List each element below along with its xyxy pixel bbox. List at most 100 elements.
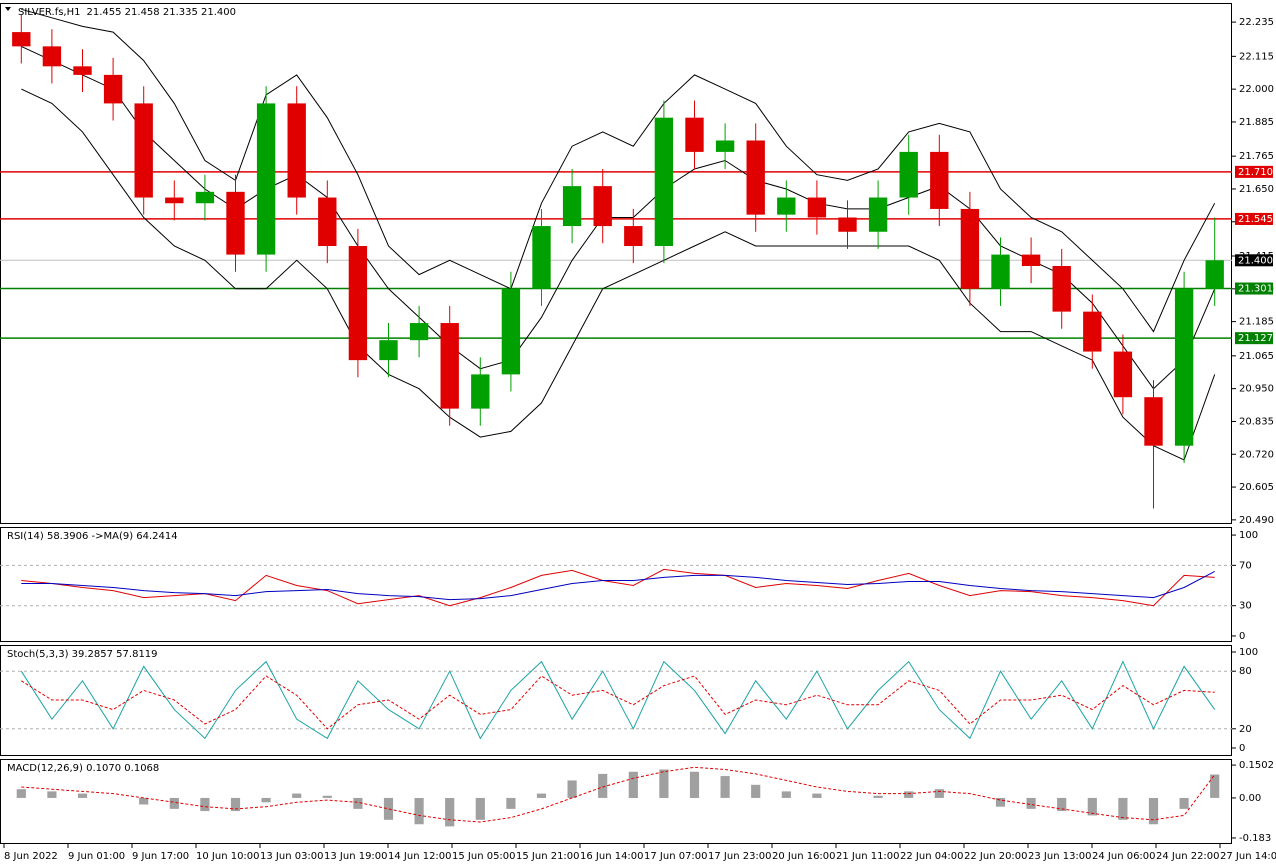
price-tag — [1235, 165, 1273, 178]
panel-frame — [0, 759, 1232, 844]
y-tick-label: 100 — [1239, 530, 1258, 541]
panel-title: SILVER.fs,H1 21.455 21.458 21.335 21.400 — [18, 7, 236, 18]
panel-title-text: MACD(12,26,9) 0.1070 0.1068 — [7, 763, 159, 774]
panel-title: MACD(12,26,9) 0.1070 0.1068 — [7, 763, 159, 774]
price-tag — [1235, 332, 1273, 345]
candle-body — [348, 246, 368, 361]
candle-body — [287, 103, 306, 198]
panel-title-text: SILVER.fs,H1 — [18, 7, 81, 18]
x-tick-label: 27 Jun 14:00 — [1220, 851, 1276, 862]
y-tick-label: 20.605 — [1239, 482, 1274, 493]
y-tick-label: 0 — [1239, 743, 1245, 754]
panel-frame — [0, 527, 1232, 642]
x-tick-label: 20 Jun 16:00 — [772, 851, 836, 862]
candle-body — [1144, 397, 1163, 446]
price-tag-label: 21.301 — [1238, 284, 1273, 295]
x-tick-label: 15 Jun 05:00 — [452, 851, 516, 862]
y-tick-label: 20.950 — [1239, 384, 1274, 395]
candle-body — [1021, 254, 1041, 266]
panel-title-text: Stoch(5,3,3) 39.2857 57.8119 — [7, 649, 158, 660]
y-tick-label: 70 — [1239, 560, 1252, 571]
y-tick-label: 0.00 — [1239, 793, 1261, 804]
candle-body — [318, 197, 337, 247]
candle-body — [593, 186, 612, 227]
candle-body — [409, 323, 429, 341]
candle-body — [440, 323, 459, 409]
price-tag-label: 21.400 — [1238, 255, 1273, 266]
y-tick-label: 22.115 — [1239, 51, 1274, 62]
y-tick-label: 20.720 — [1239, 449, 1274, 460]
indicator-line — [21, 570, 1215, 601]
y-tick-label: 22.235 — [1239, 17, 1274, 28]
x-tick-label: 9 Jun 01:00 — [68, 851, 125, 862]
y-tick-label: 20.490 — [1239, 515, 1274, 526]
x-tick-label: 14 Jun 12:00 — [388, 851, 452, 862]
x-tick-label: 13 Jun 19:00 — [324, 851, 388, 862]
indicator-line — [21, 8, 1216, 333]
candle-body — [12, 32, 31, 47]
x-tick-label: 8 Jun 2022 — [4, 851, 58, 862]
candle-body — [379, 340, 398, 361]
y-tick-label: 30 — [1239, 601, 1252, 612]
x-tick-label: 17 Jun 23:00 — [708, 851, 772, 862]
candle-body — [195, 191, 215, 204]
x-tick-label: 13 Jun 03:00 — [260, 851, 324, 862]
x-tick-label: 24 Jun 22:00 — [1156, 851, 1220, 862]
candle-body — [1113, 351, 1133, 398]
candle-body — [1052, 265, 1071, 312]
y-tick-label: 20 — [1239, 724, 1252, 735]
candle-body — [501, 288, 521, 375]
x-tick-label: 23 Jun 13:00 — [1028, 851, 1092, 862]
x-tick-label: 15 Jun 21:00 — [516, 851, 580, 862]
candle-body — [746, 140, 765, 215]
candle-body — [715, 140, 735, 152]
y-tick-label: 21.650 — [1239, 184, 1274, 195]
price-tag — [1235, 254, 1273, 267]
candle-body — [899, 151, 918, 198]
indicator-line — [21, 45, 1216, 390]
candle-body — [930, 151, 949, 209]
indicator-line — [20, 660, 1216, 740]
candle-body — [868, 197, 888, 232]
y-tick-label: 80 — [1239, 666, 1252, 677]
y-tick-label: 0.1502 — [1239, 760, 1274, 771]
indicator-line — [21, 88, 1216, 461]
candle-body — [256, 103, 276, 255]
x-tick-label: 17 Jun 07:00 — [644, 851, 708, 862]
price-tag-label: 21.127 — [1238, 333, 1273, 344]
panel-frame — [0, 645, 1232, 756]
indicator-line — [21, 568, 1215, 607]
candle-body — [42, 46, 62, 67]
indicator-line — [21, 675, 1215, 730]
price-tag — [1235, 212, 1273, 225]
x-tick-label: 24 Jun 06:00 — [1092, 851, 1156, 862]
y-tick-label: -0.183 — [1239, 833, 1271, 844]
panel-subtitle: 21.455 21.458 21.335 21.400 — [87, 7, 237, 18]
menu-arrow — [5, 7, 11, 11]
candle-body — [1174, 288, 1194, 446]
candle-body — [471, 374, 490, 409]
candle-body — [134, 103, 153, 198]
candle-body — [777, 197, 796, 215]
candle-body — [73, 66, 92, 75]
candle-body — [103, 74, 123, 104]
price-tag-label: 21.545 — [1238, 214, 1273, 225]
price-tag-label: 21.710 — [1238, 167, 1273, 178]
price-tag — [1235, 282, 1273, 295]
candle-body — [532, 226, 551, 289]
y-tick-label: 22.000 — [1239, 84, 1274, 95]
candle-body — [654, 117, 674, 247]
y-tick-label: 21.885 — [1239, 117, 1274, 128]
panel-title: Stoch(5,3,3) 39.2857 57.8119 — [7, 649, 158, 660]
x-tick-label: 22 Jun 20:00 — [964, 851, 1028, 862]
x-tick-label: 10 Jun 10:00 — [196, 851, 260, 862]
candle-body — [991, 254, 1010, 289]
x-tick-label: 16 Jun 14:00 — [580, 851, 644, 862]
candle-body — [624, 226, 643, 247]
indicator-line — [21, 766, 1216, 823]
candle-body — [685, 117, 704, 152]
y-tick-label: 21.185 — [1239, 317, 1274, 328]
candle-body — [165, 197, 184, 204]
